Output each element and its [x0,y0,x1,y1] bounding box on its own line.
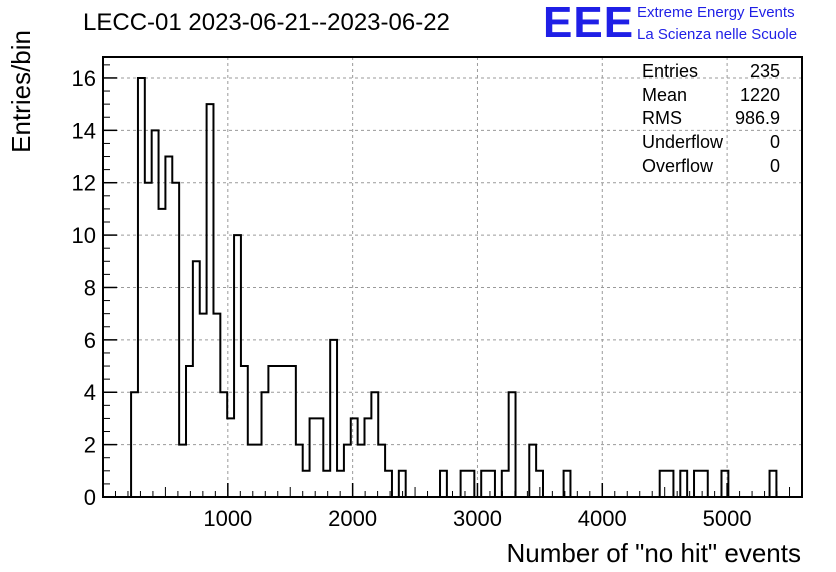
stats-label: Entries [642,61,699,81]
stats-value: 0 [769,155,780,176]
y-tick-label: 14 [72,118,96,143]
stats-label: Overflow [642,155,714,176]
x-axis-ticks: 1000 2000 3000 4000 5000 [114,483,791,531]
logo-line2: La Scienza nelle Scuole [637,26,798,43]
x-tick-label: 2000 [328,506,377,531]
stats-mean: Mean 1220 [642,84,780,108]
y-tick-label: 16 [72,66,96,91]
y-tick-label: 8 [84,275,96,300]
y-tick-label: 10 [72,223,96,248]
y-axis-ticks: 0 2 4 6 8 10 12 14 16 [72,64,117,510]
y-tick-label: 4 [84,380,96,405]
x-tick-label: 4000 [578,506,627,531]
stats-underflow: Underflow 0 [642,131,780,155]
y-tick-label: 6 [84,328,96,353]
stats-label: RMS [642,108,682,129]
x-tick-label: 5000 [703,506,752,531]
y-tick-label: 2 [84,433,96,458]
stats-value: 0 [769,132,780,153]
stats-value: 1220 [739,84,780,105]
y-axis-label: Entries/bin [6,30,36,153]
stats-label: Underflow [642,132,724,153]
chart-title: LECC-01 2023-06-21--2023-06-22 [83,9,450,36]
stats-value: 235 [749,61,780,81]
stats-overflow: Overflow 0 [642,155,780,179]
stats-value: 986.9 [734,108,780,129]
stats-label: Mean [642,84,688,105]
x-tick-label: 1000 [203,506,252,531]
stats-box: Entries 235 Mean 1220 RMS 986.9 Underflow 0 … [642,60,780,179]
x-axis-label: Number of "no hit" events [507,538,802,568]
logo-line1: Extreme Energy Events [637,4,795,21]
x-tick-label: 3000 [453,506,502,531]
stats-entries: Entries 235 [642,60,780,84]
eee-logo: EEE [543,0,635,47]
y-tick-label: 0 [84,485,96,510]
y-tick-label: 12 [72,171,96,196]
stats-rms: RMS 986.9 [642,107,780,131]
